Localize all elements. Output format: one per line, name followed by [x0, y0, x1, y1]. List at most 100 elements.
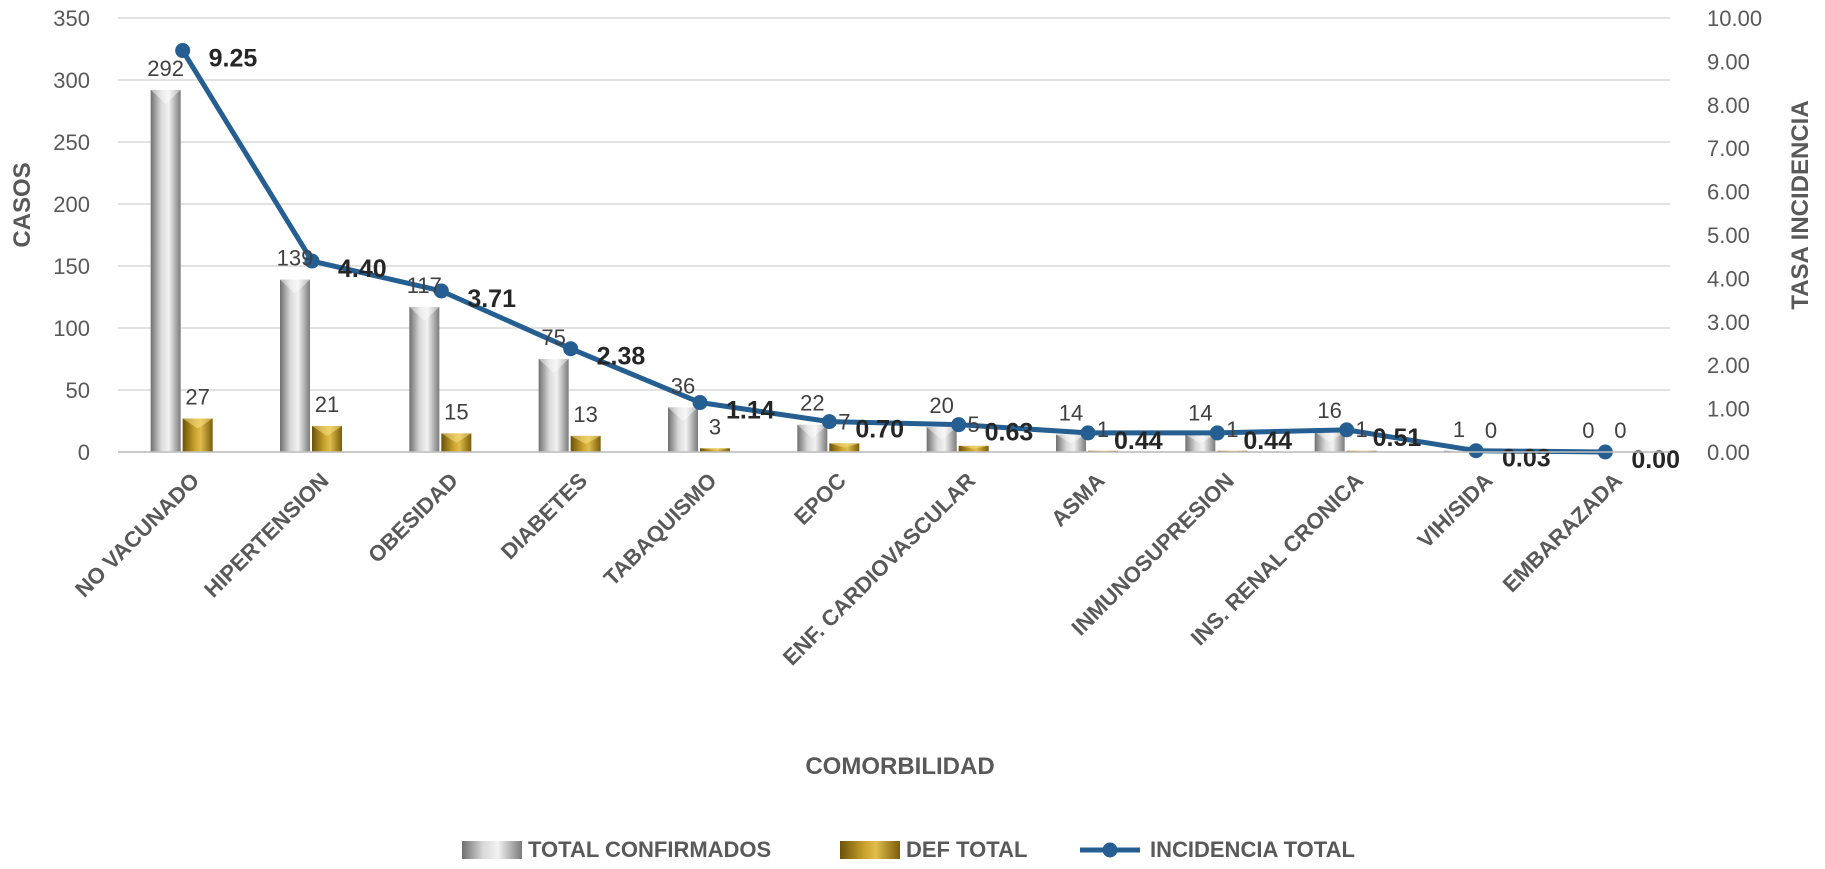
y-tick-label: 0 [78, 440, 90, 465]
bar-bevel [441, 433, 472, 443]
bar-total-confirmados [797, 424, 828, 452]
bar-label-def-total: 1 [1356, 417, 1368, 442]
incidence-point [175, 43, 191, 59]
y-tick-label: 150 [53, 254, 90, 279]
bar-bevel [700, 448, 730, 451]
incidence-label: 3.71 [467, 285, 516, 313]
x-category-label: EPOC [789, 468, 851, 530]
y-tick-label: 100 [53, 316, 90, 341]
incidence-label: 0.63 [985, 419, 1034, 447]
incidence-label: 0.44 [1243, 427, 1292, 455]
bar-label-total-confirmados: 14 [1059, 401, 1083, 426]
y2-tick-label: 6.00 [1707, 180, 1750, 205]
legend-label-incidencia-total: INCIDENCIA TOTAL [1150, 837, 1355, 862]
x-category-label: TABAQUISMO [599, 468, 722, 591]
y2-tick-label: 10.00 [1707, 6, 1762, 31]
bar-label-def-total: 7 [838, 409, 850, 434]
y-axis-title: CASOS [9, 162, 36, 247]
legend-label-total-confirmados: TOTAL CONFIRMADOS [528, 837, 771, 862]
bar-bevel [1185, 434, 1216, 444]
x-category-label: ASMA [1046, 468, 1110, 532]
y2-tick-label: 5.00 [1707, 223, 1750, 248]
y2-tick-label: 4.00 [1707, 266, 1750, 291]
bar-total-confirmados [150, 89, 181, 453]
bar-label-total-confirmados: 292 [147, 56, 184, 81]
bar-label-def-total: 1 [1226, 417, 1238, 442]
y-tick-label: 300 [53, 68, 90, 93]
bar-total-confirmados [1185, 434, 1216, 452]
bar-label-total-confirmados: 14 [1188, 401, 1212, 426]
y-tick-label: 250 [53, 130, 90, 155]
incidence-label: 9.25 [209, 45, 258, 73]
bar-bevel [409, 306, 440, 321]
bar-label-total-confirmados: 20 [929, 393, 953, 418]
incidence-point [1339, 422, 1355, 438]
bar-bevel [312, 425, 342, 436]
bar-bevel [926, 427, 957, 440]
y2-tick-label: 8.00 [1707, 93, 1750, 118]
bar-bevel [1314, 432, 1345, 443]
x-category-label: DIABETES [496, 468, 592, 564]
bar-bevel [829, 443, 860, 448]
x-category-label: NO VACUNADO [70, 468, 204, 602]
incidence-label: 4.40 [338, 255, 387, 283]
bar-total-confirmados [1056, 434, 1086, 452]
bar-label-def-total: 15 [444, 399, 468, 424]
bar-bevel [1346, 450, 1377, 452]
bar-bevel [668, 407, 698, 422]
legend-swatch-def-total [840, 841, 900, 859]
incidence-label: 0.51 [1373, 424, 1422, 452]
y2-tick-label: 0.00 [1707, 440, 1750, 465]
y-tick-label: 50 [66, 378, 90, 403]
bar-label-def-total: 27 [185, 385, 209, 410]
y2-tick-label: 9.00 [1707, 49, 1750, 74]
y2-axis-title: TASA INCIDENCIA [1787, 100, 1814, 309]
bar-label-total-confirmados: 0 [1582, 418, 1594, 443]
legend-swatch-incidencia-marker [1102, 842, 1118, 858]
incidence-point [1209, 425, 1225, 441]
bar-bevel [1217, 450, 1248, 452]
bar-bevel [1056, 434, 1086, 444]
bar-total-confirmados [1314, 432, 1345, 452]
x-category-label: OBESIDAD [363, 468, 463, 568]
bar-label-total-confirmados: 1 [1453, 417, 1465, 442]
bar-total-confirmados [280, 279, 310, 452]
line-layer [175, 43, 1613, 460]
bar-bevel [538, 359, 569, 373]
incidence-label: 2.38 [597, 343, 646, 371]
y2-tick-label: 7.00 [1707, 136, 1750, 161]
legend-swatch-total-confirmados [462, 841, 522, 859]
bar-total-confirmados [668, 407, 698, 452]
incidence-point [563, 341, 579, 357]
incidence-point [692, 395, 708, 411]
incidence-point [1080, 425, 1096, 441]
incidence-label: 0.03 [1502, 445, 1551, 473]
incidence-label: 0.70 [855, 416, 904, 444]
bar-label-def-total: 0 [1614, 418, 1626, 443]
bar-label-def-total: 5 [968, 412, 980, 437]
y-tick-label: 350 [53, 6, 90, 31]
incidence-point [951, 417, 967, 433]
x-axis-title: COMORBILIDAD [805, 753, 994, 780]
bar-label-total-confirmados: 16 [1317, 398, 1341, 423]
incidence-label: 0.44 [1114, 427, 1163, 455]
bar-label-total-confirmados: 139 [277, 246, 314, 271]
bar-bevel [182, 418, 213, 429]
bar-bevel [958, 445, 989, 449]
legend-label-def-total: DEF TOTAL [906, 837, 1027, 862]
bar-label-total-confirmados: 75 [541, 325, 565, 350]
bar-bevel [280, 279, 310, 294]
incidence-point [1468, 443, 1484, 459]
bar-label-total-confirmados: 36 [671, 373, 695, 398]
y2-tick-label: 2.00 [1707, 353, 1750, 378]
bar-label-total-confirmados: 117 [407, 273, 442, 298]
bar-label-total-confirmados: 22 [800, 391, 824, 416]
x-category-label: VIH/SIDA [1412, 468, 1497, 553]
bar-total-confirmados [409, 306, 440, 452]
incidence-point [433, 283, 449, 299]
bar-bevel [570, 435, 601, 444]
incidence-label: 0.00 [1631, 446, 1680, 474]
incidence-label: 1.14 [726, 397, 775, 425]
